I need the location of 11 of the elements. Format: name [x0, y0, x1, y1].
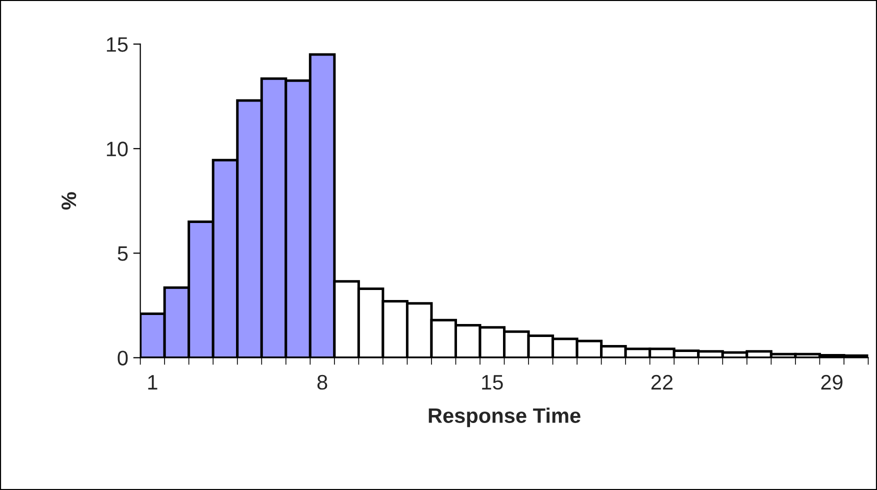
x-tick-label: 1 [148, 375, 158, 390]
y-axis-title: % [62, 192, 76, 210]
x-tick-label: 15 [482, 375, 503, 390]
y-tick-label: 10 [106, 142, 128, 156]
x-tick-label: 8 [317, 374, 328, 390]
x-tick-label: 22 [651, 374, 673, 390]
y-tick-label: 15 [106, 37, 128, 52]
x-axis-title: Response Time [428, 408, 580, 428]
y-tick-label: 0 [118, 350, 128, 366]
y-tick-label: 5 [118, 246, 128, 261]
x-tick-label: 29 [821, 374, 842, 390]
